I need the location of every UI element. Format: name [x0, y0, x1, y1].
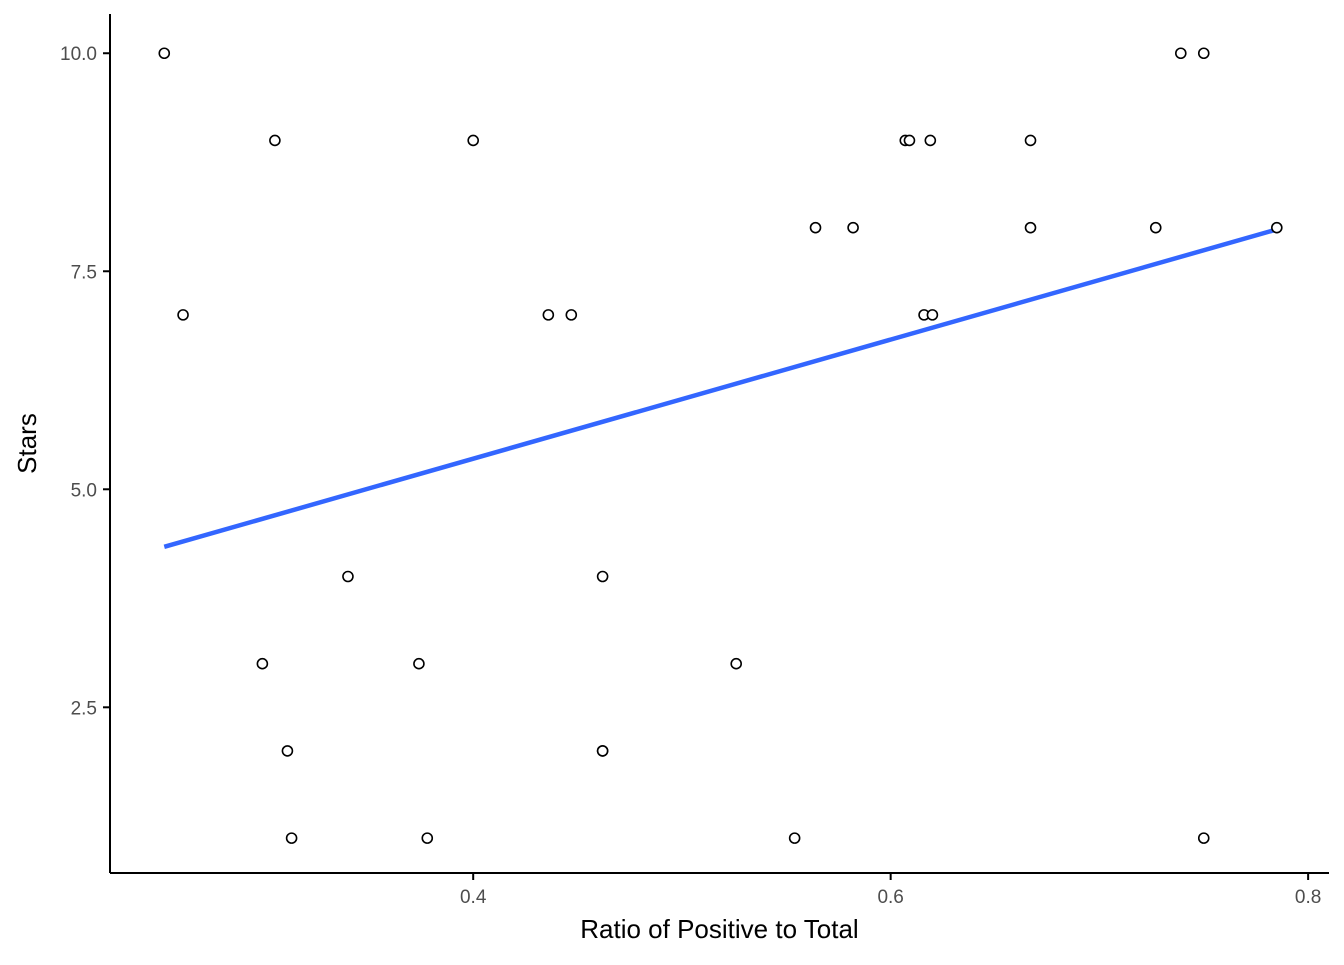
axes-layer — [109, 14, 1329, 874]
data-point — [1197, 832, 1210, 844]
data-point — [158, 47, 171, 60]
y-tick-label: 2.5 — [71, 698, 97, 719]
data-point — [924, 134, 937, 147]
data-point — [565, 309, 578, 321]
x-axis-title: Ratio of Positive to Total — [580, 914, 858, 944]
data-point — [467, 134, 479, 147]
fit-line-layer — [163, 227, 1278, 550]
data-point — [256, 657, 269, 670]
x-tick-label: 0.8 — [1295, 887, 1321, 908]
data-point — [1024, 221, 1037, 234]
data-point — [1174, 47, 1187, 60]
data-point — [177, 309, 189, 321]
y-tick-label: 7.5 — [71, 262, 97, 283]
data-point — [596, 745, 609, 757]
data-point — [1197, 47, 1210, 60]
x-tick-label: 0.6 — [877, 887, 903, 908]
data-point — [542, 309, 555, 321]
data-point — [1024, 134, 1037, 147]
data-point — [281, 745, 294, 757]
data-point — [421, 832, 434, 844]
data-point — [788, 832, 801, 844]
data-point — [413, 657, 425, 670]
data-point — [1271, 221, 1283, 234]
data-point — [1149, 221, 1162, 234]
x-ticks: 0.4 0.6 0.8 — [460, 873, 1321, 908]
data-point — [269, 134, 281, 147]
data-point — [342, 570, 354, 583]
y-axis-title: Stars — [12, 413, 42, 474]
data-point — [730, 657, 742, 670]
regression-line — [163, 227, 1278, 550]
data-point — [596, 570, 609, 583]
y-tick-label: 5.0 — [71, 480, 97, 501]
data-point — [847, 221, 859, 234]
data-point — [903, 134, 916, 147]
x-tick-label: 0.4 — [460, 887, 487, 908]
data-point — [285, 832, 298, 844]
y-tick-label: 10.0 — [60, 44, 97, 65]
points-layer — [158, 47, 1283, 844]
data-point — [926, 309, 939, 321]
y-ticks: 2.5 5.0 7.5 10.0 — [60, 44, 110, 719]
data-point — [809, 221, 822, 234]
